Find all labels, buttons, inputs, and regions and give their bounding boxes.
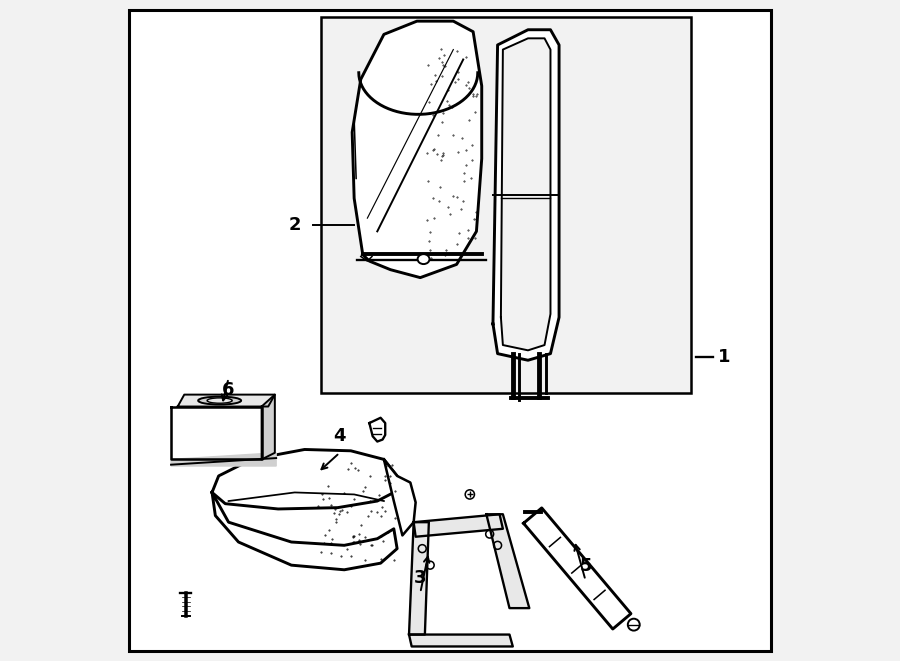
- Polygon shape: [171, 453, 276, 466]
- Polygon shape: [501, 38, 551, 350]
- Text: 2: 2: [289, 215, 302, 234]
- Polygon shape: [493, 30, 559, 360]
- Polygon shape: [177, 395, 274, 407]
- Polygon shape: [262, 395, 274, 459]
- Polygon shape: [212, 449, 397, 509]
- Text: 1: 1: [717, 348, 730, 366]
- Text: 6: 6: [222, 381, 235, 399]
- Ellipse shape: [198, 397, 241, 405]
- Ellipse shape: [207, 398, 232, 403]
- Polygon shape: [384, 459, 416, 535]
- Polygon shape: [171, 407, 262, 459]
- Bar: [321, 17, 691, 393]
- Polygon shape: [369, 418, 385, 442]
- Polygon shape: [414, 514, 503, 537]
- Text: 3: 3: [414, 569, 427, 588]
- Polygon shape: [409, 522, 428, 635]
- Text: 5: 5: [580, 557, 592, 575]
- Polygon shape: [486, 514, 529, 608]
- Circle shape: [628, 619, 640, 631]
- Polygon shape: [524, 508, 631, 629]
- Polygon shape: [352, 21, 482, 278]
- Ellipse shape: [418, 254, 429, 264]
- Polygon shape: [212, 492, 397, 570]
- Polygon shape: [409, 635, 513, 646]
- Text: 4: 4: [333, 427, 346, 446]
